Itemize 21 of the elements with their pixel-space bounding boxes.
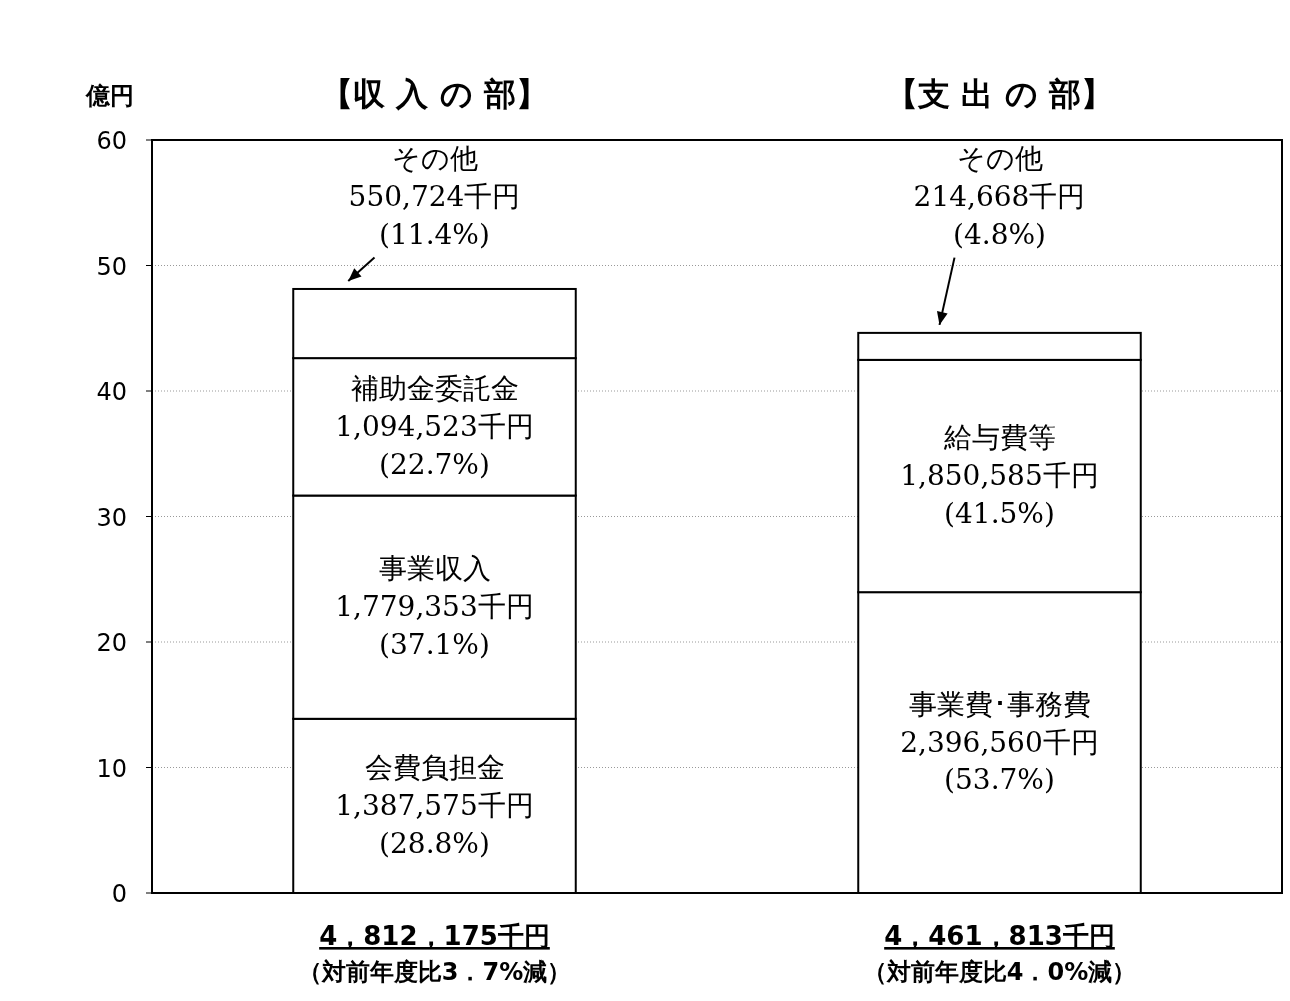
annotation: 事業収入 1,779,353千円 (37.1%)	[335, 552, 534, 661]
y-tick-label: 30	[96, 503, 127, 532]
x-tick-label: 4，812，175千円	[319, 921, 550, 951]
y-tick-label: 60	[96, 127, 127, 155]
annotation: その他 550,724千円 (11.4%)	[348, 142, 521, 251]
y-tick-label: 10	[96, 754, 127, 783]
annotation: 給与費等 1,850,585千円 (41.5%)	[900, 421, 1099, 530]
annotation: 事業費･事務費 2,396,560千円 (53.7%)	[900, 687, 1099, 797]
text: 【収 入 の 部】	[321, 75, 548, 113]
text: （対前年度比4．0%減）	[862, 958, 1137, 986]
x-tick-label: 4，461，813千円	[884, 921, 1115, 951]
text: 【支 出 の 部】	[886, 75, 1113, 113]
y-tick-label: 20	[96, 629, 127, 657]
y-axis-title: 億円	[85, 82, 134, 110]
annotation: 補助金委託金 1,094,523千円 (22.7%)	[335, 372, 534, 481]
y-tick-label: 50	[96, 252, 127, 281]
annotation: その他 214,668千円 (4.8%)	[913, 142, 1086, 251]
y-tick-label: 0	[111, 880, 127, 908]
y-tick-label: 40	[96, 378, 127, 406]
text: （対前年度比3．7%減）	[297, 958, 572, 986]
annotation: 会費負担金 1,387,575千円 (28.8%)	[335, 751, 534, 860]
